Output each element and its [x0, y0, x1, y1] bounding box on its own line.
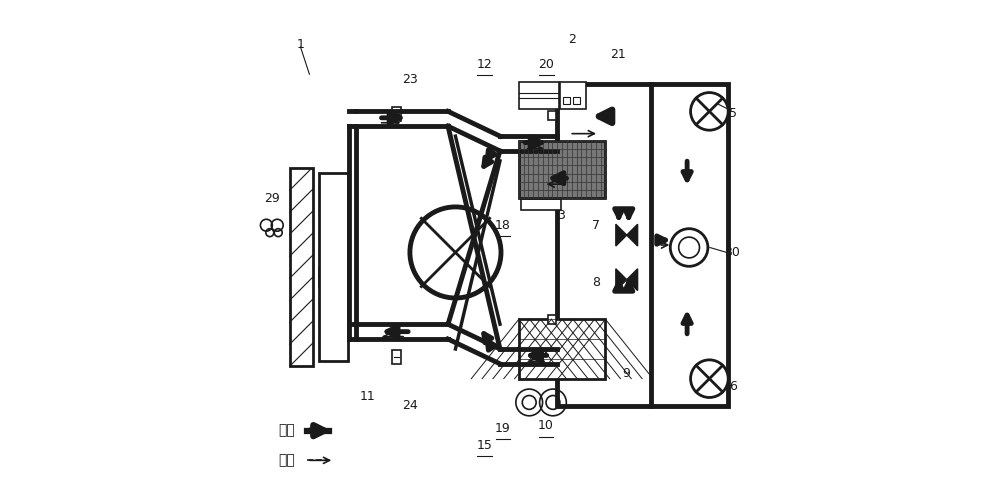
Bar [319, 173, 348, 361]
Bar [519, 141, 605, 198]
Text: 11: 11 [360, 390, 376, 402]
Polygon shape [616, 269, 627, 291]
Text: 21: 21 [610, 48, 626, 61]
Circle shape [410, 207, 501, 298]
Circle shape [691, 360, 728, 397]
Text: 29: 29 [264, 192, 280, 204]
Text: 19: 19 [495, 422, 511, 435]
Circle shape [670, 229, 708, 266]
Text: 制冷: 制冷 [278, 424, 295, 438]
Text: 7: 7 [592, 219, 600, 232]
Bar [573, 97, 580, 104]
Bar [519, 82, 559, 109]
Polygon shape [627, 269, 638, 291]
Bar [519, 319, 605, 379]
Bar [560, 82, 586, 109]
Polygon shape [616, 224, 627, 246]
Bar [319, 267, 348, 287]
Text: 9: 9 [622, 367, 630, 380]
Bar [392, 350, 401, 364]
Polygon shape [627, 224, 638, 246]
Text: 18: 18 [495, 219, 511, 232]
Text: 1: 1 [297, 38, 304, 51]
Text: 20: 20 [539, 58, 554, 71]
Bar [563, 97, 570, 104]
Bar [290, 168, 313, 366]
Bar [548, 315, 556, 324]
Text: 6: 6 [729, 380, 737, 393]
Bar [548, 111, 556, 120]
Text: 30: 30 [724, 246, 740, 259]
Bar [521, 199, 561, 210]
Text: 15: 15 [476, 439, 492, 452]
Bar [392, 107, 401, 121]
Text: 制热: 制热 [278, 453, 295, 467]
Text: 2: 2 [568, 33, 576, 46]
Text: 8: 8 [592, 276, 600, 289]
Bar [557, 84, 728, 406]
Circle shape [691, 93, 728, 130]
Text: 23: 23 [402, 73, 418, 86]
Text: 5: 5 [729, 107, 737, 120]
Text: 10: 10 [538, 419, 554, 432]
Text: 3: 3 [557, 209, 565, 222]
Text: 12: 12 [476, 58, 492, 71]
Text: 24: 24 [402, 399, 418, 412]
